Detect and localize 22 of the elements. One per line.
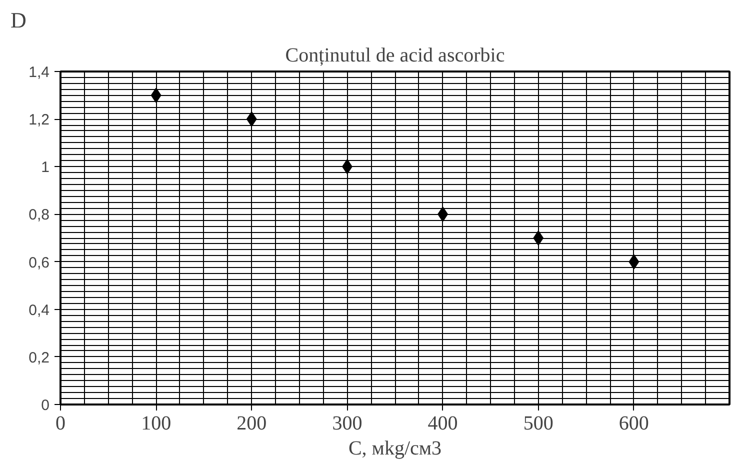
point	[150, 88, 162, 103]
point	[628, 254, 640, 270]
y-axis-title: D	[10, 8, 26, 32]
x-tick-label: 300	[332, 412, 362, 434]
point	[533, 230, 544, 246]
x-tick-label: 200	[236, 412, 267, 434]
y-tick-label: 0	[41, 397, 50, 414]
x-tick-label: 400	[428, 412, 458, 434]
x-tick-label: 100	[141, 412, 172, 434]
x-tick-label: 0	[56, 412, 66, 434]
chart-title: Conținutul de acid ascorbic	[285, 44, 505, 66]
x-axis-title: C, мkg/см3	[348, 438, 442, 460]
y-tick-label: 1,2	[28, 112, 50, 129]
y-tick-label: 1,4	[28, 64, 50, 81]
y-tick-label: 1	[41, 159, 50, 176]
point	[246, 112, 257, 127]
x-tick-label: 600	[618, 412, 649, 434]
y-tick-label: 0,8	[28, 206, 50, 224]
x-tick-label: 500	[523, 412, 554, 434]
y-tick-label: 0,2	[28, 349, 50, 366]
y-tick-label: 0,6	[28, 254, 50, 272]
y-tick-label: 0,4	[28, 302, 50, 319]
